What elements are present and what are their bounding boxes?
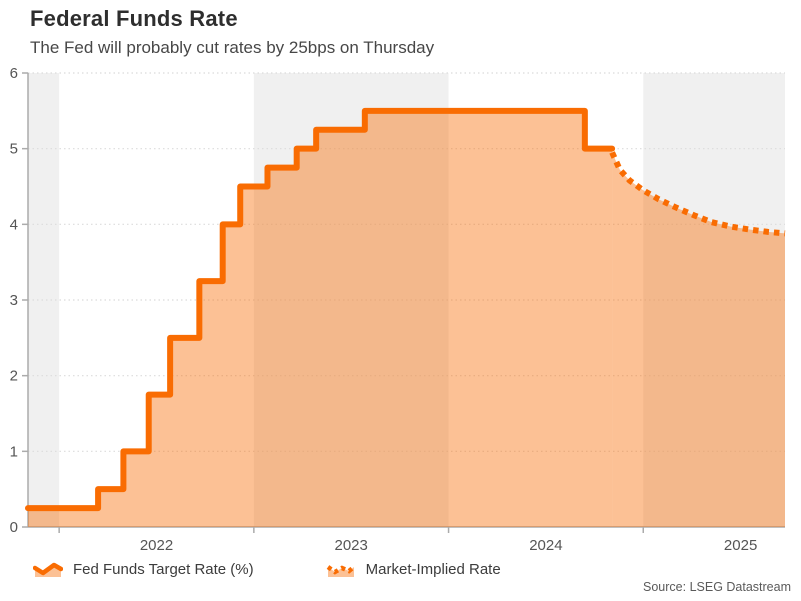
background-band (643, 73, 785, 527)
series-line-dotted (609, 151, 786, 237)
y-tick-label: 4 (10, 216, 18, 233)
y-tick-label: 6 (10, 65, 18, 82)
source-attribution: Source: LSEG Datastream (643, 580, 791, 594)
series-area-solid (28, 110, 613, 527)
legend-label: Fed Funds Target Rate (%) (73, 560, 254, 578)
x-tick-label: 2025 (724, 537, 757, 554)
y-tick-label: 5 (10, 141, 18, 158)
solid-area-line-icon (33, 562, 63, 577)
y-tick-label: 0 (10, 519, 18, 536)
dotted-area-line-icon (326, 564, 356, 577)
legend-item-target-rate: Fed Funds Target Rate (%) (33, 561, 254, 578)
x-tick-label: 2024 (529, 537, 562, 554)
series-area-dotted (612, 152, 785, 527)
y-tick-label: 1 (10, 443, 18, 460)
legend-label: Market-Implied Rate (365, 560, 501, 578)
series-line-solid (25, 107, 616, 512)
x-tick-label: 2022 (140, 537, 173, 554)
x-tick-label: 2023 (335, 537, 368, 554)
chart-subtitle: The Fed will probably cut rates by 25bps… (30, 38, 435, 57)
chart-legend: Fed Funds Target Rate (%) Market-Implied… (33, 556, 501, 582)
legend-item-market-implied: Market-Implied Rate (326, 561, 501, 578)
y-tick-label: 2 (10, 368, 18, 385)
y-tick-label: 3 (10, 292, 18, 309)
chart-title: Federal Funds Rate (30, 6, 238, 31)
